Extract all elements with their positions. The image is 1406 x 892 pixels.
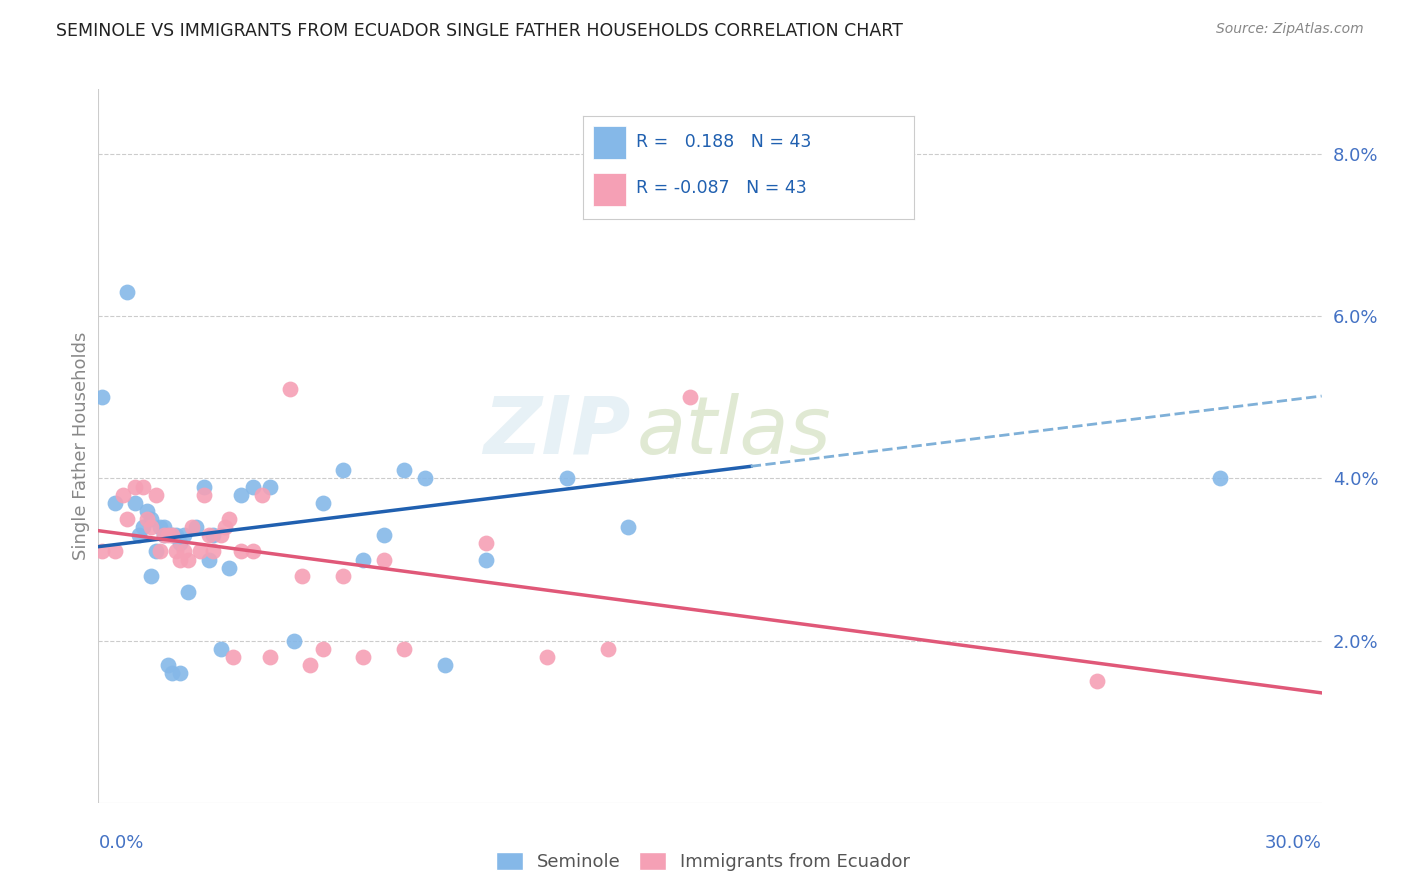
Point [536, 649, 558, 664]
Point [193, 479, 215, 493]
Point [111, 488, 134, 502]
Point [115, 285, 138, 299]
Point [132, 520, 155, 534]
Point [617, 520, 640, 534]
Point [352, 649, 374, 664]
Point [299, 657, 322, 672]
Point [231, 488, 253, 502]
Point [201, 528, 224, 542]
Point [177, 552, 200, 566]
Point [259, 649, 281, 664]
Point [373, 552, 395, 566]
Point [1085, 674, 1108, 689]
Point [555, 471, 579, 485]
Point [152, 528, 174, 542]
Point [218, 512, 240, 526]
Text: atlas: atlas [637, 392, 831, 471]
Point [250, 488, 273, 502]
Text: SEMINOLE VS IMMIGRANTS FROM ECUADOR SINGLE FATHER HOUSEHOLDS CORRELATION CHART: SEMINOLE VS IMMIGRANTS FROM ECUADOR SING… [56, 22, 903, 40]
Point [283, 633, 305, 648]
Point [160, 666, 183, 681]
Point [332, 463, 354, 477]
Point [149, 520, 172, 534]
Point [197, 528, 219, 542]
Point [201, 544, 224, 558]
Point [598, 641, 620, 656]
Point [128, 528, 150, 542]
FancyBboxPatch shape [593, 173, 627, 206]
Point [160, 528, 183, 542]
FancyBboxPatch shape [593, 127, 627, 159]
Point [312, 641, 335, 656]
Point [169, 536, 191, 550]
Point [141, 512, 163, 526]
Text: ZIP: ZIP [484, 392, 630, 471]
Point [160, 528, 183, 542]
Text: R =   0.188   N = 43: R = 0.188 N = 43 [637, 133, 811, 151]
Point [392, 641, 416, 656]
Point [222, 649, 245, 664]
Point [169, 666, 191, 681]
Point [231, 544, 253, 558]
Point [169, 552, 191, 566]
Point [188, 544, 212, 558]
Point [332, 568, 354, 582]
Point [1209, 471, 1232, 485]
Point [291, 568, 314, 582]
Point [373, 528, 395, 542]
Point [197, 552, 219, 566]
Point [242, 544, 264, 558]
Point [312, 496, 335, 510]
Point [152, 520, 174, 534]
Point [136, 504, 159, 518]
Point [173, 544, 195, 558]
Point [352, 552, 374, 566]
Point [186, 520, 208, 534]
Text: 30.0%: 30.0% [1265, 834, 1322, 852]
Point [434, 657, 457, 672]
Y-axis label: Single Father Households: Single Father Households [72, 332, 90, 560]
Text: R = -0.087   N = 43: R = -0.087 N = 43 [637, 179, 807, 197]
Point [181, 520, 204, 534]
Point [104, 496, 127, 510]
Point [115, 512, 138, 526]
Point [173, 528, 195, 542]
Point [474, 536, 498, 550]
Point [91, 544, 114, 558]
Point [156, 528, 179, 542]
Point [124, 496, 146, 510]
Point [132, 479, 155, 493]
Point [177, 585, 200, 599]
Point [152, 528, 174, 542]
Point [209, 641, 232, 656]
Text: Source: ZipAtlas.com: Source: ZipAtlas.com [1216, 22, 1364, 37]
Point [474, 552, 498, 566]
Point [392, 463, 416, 477]
Point [145, 544, 167, 558]
Point [149, 544, 172, 558]
Point [259, 479, 281, 493]
Point [413, 471, 436, 485]
Point [209, 528, 232, 542]
Point [193, 488, 215, 502]
Point [679, 390, 702, 404]
Point [145, 488, 167, 502]
Text: 0.0%: 0.0% [98, 834, 143, 852]
Point [242, 479, 264, 493]
Point [165, 528, 187, 542]
Point [218, 560, 240, 574]
Point [141, 520, 163, 534]
Point [156, 657, 179, 672]
Point [718, 139, 742, 153]
Point [214, 520, 236, 534]
Point [141, 568, 163, 582]
Point [124, 479, 146, 493]
Point [165, 544, 187, 558]
Legend: Seminole, Immigrants from Ecuador: Seminole, Immigrants from Ecuador [488, 845, 918, 879]
Point [91, 390, 114, 404]
Point [104, 544, 127, 558]
Point [278, 382, 301, 396]
Point [136, 512, 159, 526]
